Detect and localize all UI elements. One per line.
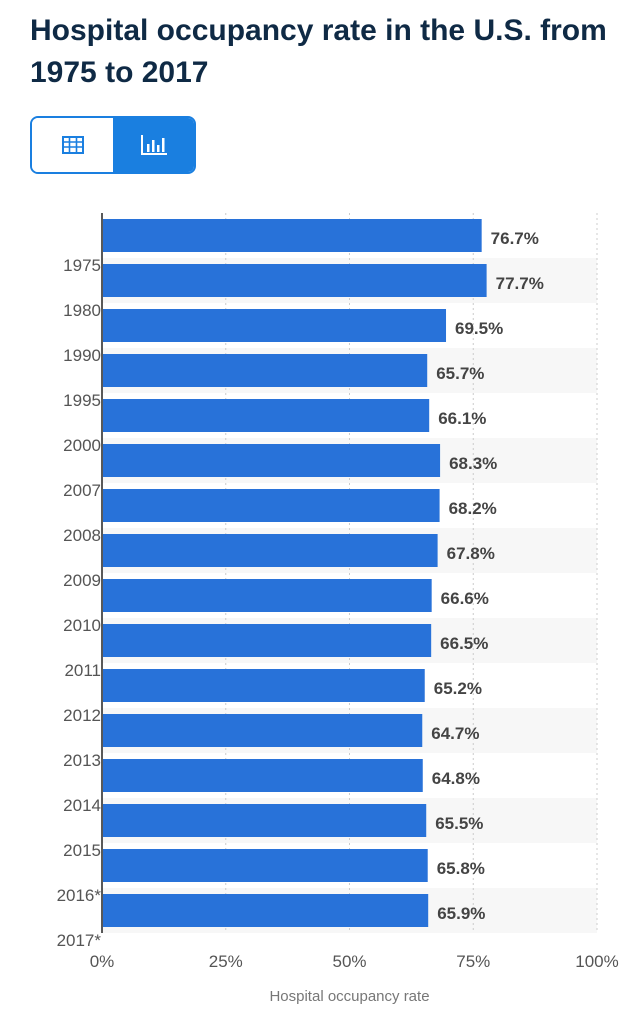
y-tick-label: 2013 xyxy=(63,751,101,770)
bar xyxy=(103,444,441,477)
y-tick-label: 2007 xyxy=(63,481,101,500)
data-label: 68.3% xyxy=(449,454,497,473)
bar xyxy=(103,219,482,252)
data-label: 69.5% xyxy=(455,319,503,338)
bar xyxy=(103,489,440,522)
y-tick-label: 2008 xyxy=(63,526,101,545)
y-tick-label: 2014 xyxy=(63,796,101,815)
y-tick-label: 2016* xyxy=(57,886,102,905)
y-tick-label: 2012 xyxy=(63,706,101,725)
view-toggle xyxy=(30,116,196,174)
y-tick-label: 2015 xyxy=(63,841,101,860)
data-label: 68.2% xyxy=(449,499,497,518)
bar xyxy=(103,624,432,657)
x-tick-label: 50% xyxy=(332,952,366,971)
data-label: 65.9% xyxy=(437,904,485,923)
bar xyxy=(103,759,423,792)
bar xyxy=(103,894,429,927)
bar-chart-icon xyxy=(140,135,167,155)
y-tick-label: 1980 xyxy=(63,301,101,320)
data-label: 64.8% xyxy=(432,769,480,788)
data-label: 66.6% xyxy=(441,589,489,608)
bar xyxy=(103,669,425,702)
table-view-button[interactable] xyxy=(32,118,113,172)
bar xyxy=(103,804,427,837)
y-tick-label: 2000 xyxy=(63,436,101,455)
bar xyxy=(103,264,487,297)
chart-view-button[interactable] xyxy=(113,118,194,172)
data-label: 64.7% xyxy=(431,724,479,743)
bar xyxy=(103,354,428,387)
x-tick-label: 75% xyxy=(456,952,490,971)
page-title: Hospital occupancy rate in the U.S. from… xyxy=(30,14,607,89)
bar xyxy=(103,579,432,612)
x-tick-label: 25% xyxy=(209,952,243,971)
data-label: 66.5% xyxy=(440,634,488,653)
data-label: 77.7% xyxy=(496,274,544,293)
y-tick-label: 2010 xyxy=(63,616,101,635)
y-tick-label: 2009 xyxy=(63,571,101,590)
data-label: 65.2% xyxy=(434,679,482,698)
data-label: 66.1% xyxy=(438,409,486,428)
y-tick-label: 1995 xyxy=(63,391,101,410)
x-tick-label: 100% xyxy=(575,952,618,971)
y-tick-label: 2017* xyxy=(57,931,102,950)
table-icon xyxy=(61,136,84,154)
data-label: 65.7% xyxy=(436,364,484,383)
x-tick-label: 0% xyxy=(90,952,115,971)
bar xyxy=(103,399,430,432)
y-tick-label: 1975 xyxy=(63,256,101,275)
data-label: 65.8% xyxy=(437,859,485,878)
bar xyxy=(103,534,438,567)
y-tick-label: 1990 xyxy=(63,346,101,365)
bar xyxy=(103,309,447,342)
bar xyxy=(103,714,423,747)
x-axis-title: Hospital occupancy rate xyxy=(269,988,429,1005)
data-label: 65.5% xyxy=(435,814,483,833)
bar xyxy=(103,849,428,882)
data-label: 67.8% xyxy=(447,544,495,563)
y-tick-label: 2011 xyxy=(64,661,101,680)
data-label: 76.7% xyxy=(491,229,539,248)
